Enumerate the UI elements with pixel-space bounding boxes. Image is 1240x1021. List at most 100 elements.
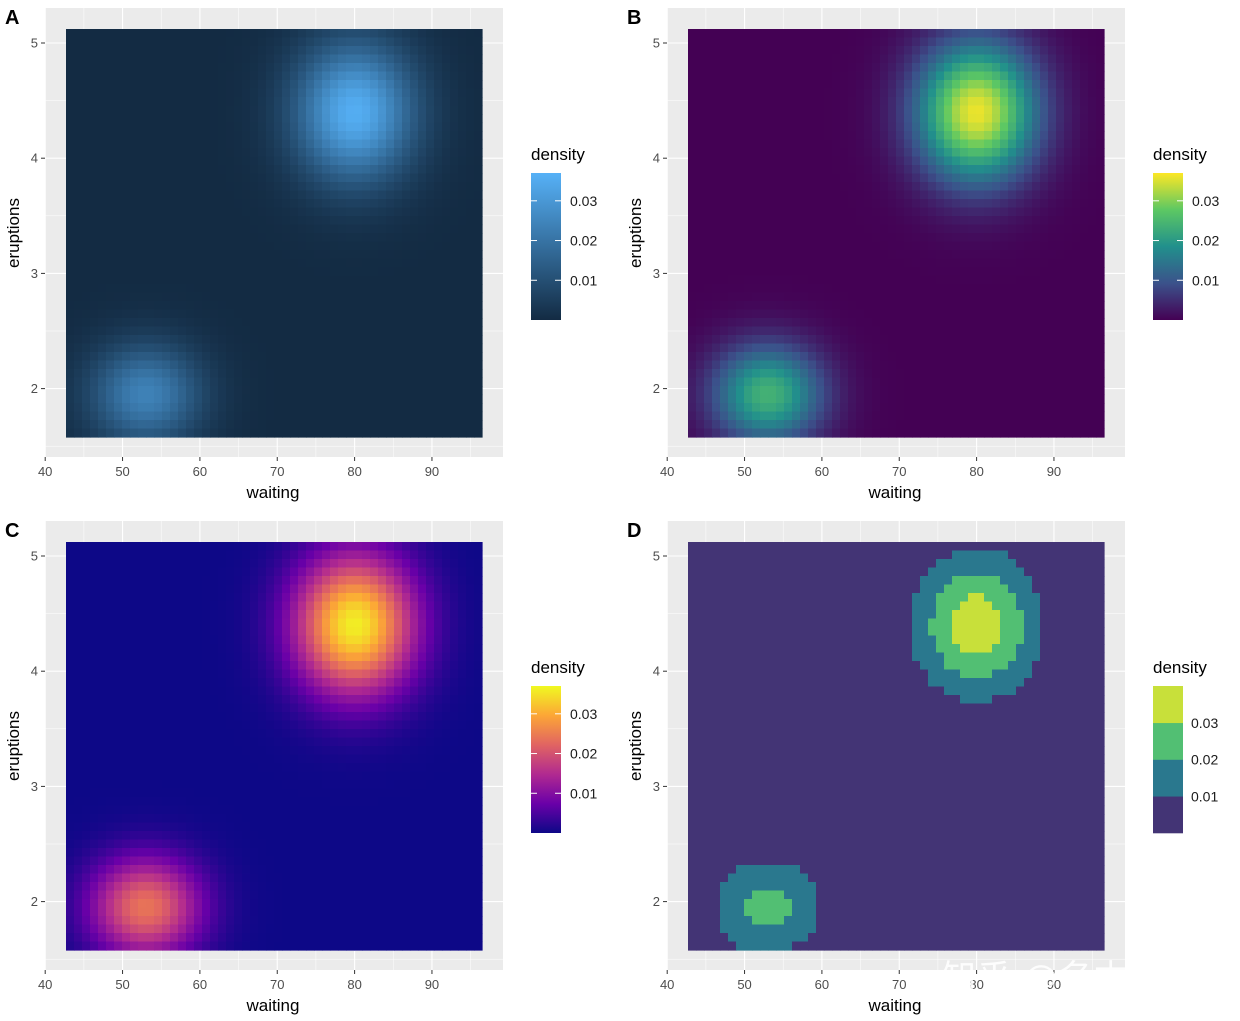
raster-cell (752, 309, 761, 319)
raster-cell (410, 63, 419, 73)
raster-cell (720, 105, 729, 115)
raster-cell (1008, 190, 1017, 200)
raster-cell (920, 352, 929, 362)
raster-cell (952, 343, 961, 353)
raster-cell (274, 199, 283, 209)
raster-cell (218, 403, 227, 413)
raster-cell (250, 301, 259, 311)
raster-cell (138, 199, 147, 209)
raster-cell (178, 131, 187, 141)
raster-cell (234, 309, 243, 319)
raster-cell (274, 182, 283, 192)
raster-cell (402, 97, 411, 107)
raster-cell (720, 148, 729, 158)
raster-cell (274, 29, 283, 39)
raster-cell (1056, 114, 1065, 124)
raster-cell (474, 428, 483, 438)
raster-cell (354, 29, 363, 39)
panel-tag: A (5, 7, 19, 29)
raster-cell (138, 29, 147, 39)
raster-cell (736, 165, 745, 175)
raster-cell (1016, 343, 1025, 353)
raster-cell (848, 352, 857, 362)
raster-cell (178, 148, 187, 158)
raster-cell (258, 29, 267, 39)
raster-cell (1048, 428, 1057, 438)
raster-cell (458, 122, 467, 132)
raster-cell (1056, 394, 1065, 404)
raster-cell (848, 267, 857, 277)
raster-cell (928, 267, 937, 277)
raster-cell (1040, 71, 1049, 81)
raster-cell (936, 37, 945, 47)
raster-cell (976, 122, 985, 132)
raster-cell (354, 173, 363, 183)
raster-cell (98, 148, 107, 158)
raster-cell (856, 267, 865, 277)
raster-cell (808, 37, 817, 47)
raster-cell (362, 224, 371, 234)
raster-cell (760, 224, 769, 234)
raster-cell (968, 46, 977, 56)
raster-cell (122, 63, 131, 73)
raster-cell (314, 403, 323, 413)
raster-cell (98, 233, 107, 243)
raster-cell (808, 199, 817, 209)
raster-cell (872, 326, 881, 336)
raster-cell (394, 241, 403, 251)
raster-cell (322, 63, 331, 73)
raster-cell (824, 71, 833, 81)
raster-cell (410, 207, 419, 217)
raster-cell (816, 165, 825, 175)
raster-cell (130, 275, 139, 285)
raster-cell (426, 165, 435, 175)
raster-cell (904, 199, 913, 209)
raster-cell (346, 411, 355, 421)
raster-cell (202, 105, 211, 115)
raster-cell (800, 428, 809, 438)
raster-cell (1056, 326, 1065, 336)
raster-cell (984, 241, 993, 251)
raster-cell (952, 122, 961, 132)
raster-cell (426, 173, 435, 183)
raster-cell (106, 46, 115, 56)
raster-cell (330, 207, 339, 217)
raster-cell (792, 309, 801, 319)
raster-cell (856, 46, 865, 56)
raster-cell (186, 88, 195, 98)
raster-cell (688, 199, 697, 209)
raster-cell (880, 326, 889, 336)
raster-cell (824, 335, 833, 345)
raster-cell (936, 122, 945, 132)
raster-cell (162, 105, 171, 115)
raster-cell (90, 411, 99, 421)
raster-cell (688, 428, 697, 438)
raster-cell (848, 403, 857, 413)
raster-cell (912, 428, 921, 438)
raster-cell (74, 386, 83, 396)
raster-cell (1072, 318, 1081, 328)
raster-cell (234, 71, 243, 81)
raster-cell (82, 275, 91, 285)
raster-cell (370, 114, 379, 124)
raster-cell (1080, 275, 1089, 285)
raster-cell (122, 233, 131, 243)
raster-cell (218, 97, 227, 107)
raster-cell (784, 88, 793, 98)
raster-cell (944, 199, 953, 209)
raster-cell (138, 54, 147, 64)
raster-cell (178, 352, 187, 362)
raster-cell (1000, 403, 1009, 413)
raster-cell (154, 250, 163, 260)
raster-cell (888, 122, 897, 132)
raster-cell (1064, 377, 1073, 387)
raster-cell (920, 63, 929, 73)
raster-cell (704, 284, 713, 294)
raster-cell (370, 369, 379, 379)
raster-cell (418, 352, 427, 362)
raster-cell (952, 216, 961, 226)
raster-cell (976, 369, 985, 379)
raster-cell (122, 139, 131, 149)
raster-cell (290, 122, 299, 132)
raster-cell (992, 148, 1001, 158)
